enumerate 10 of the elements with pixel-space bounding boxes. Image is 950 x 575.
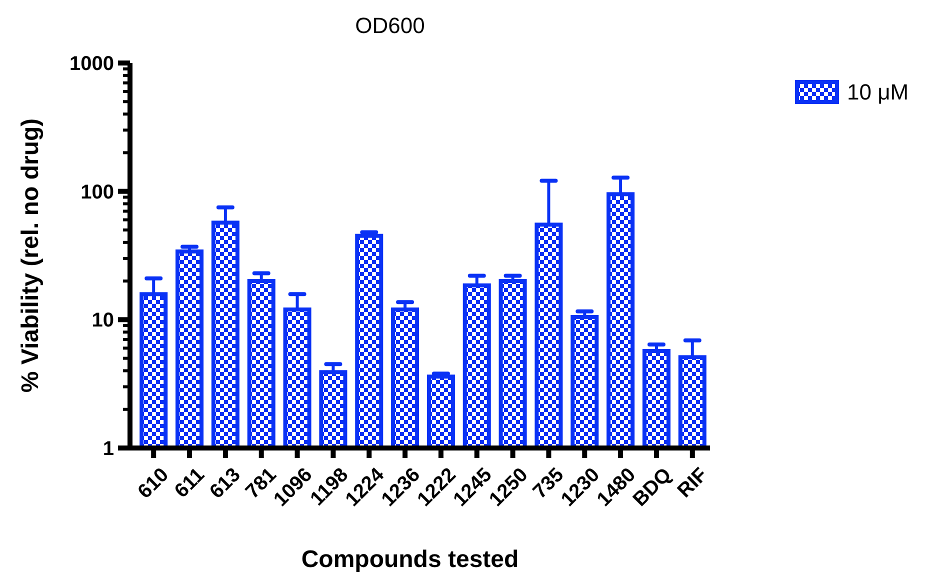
chart-title: OD600 [355, 13, 425, 38]
y-tick-label: 10 [92, 310, 114, 332]
y-tick-label: 100 [80, 181, 114, 204]
legend-label: 10 μM [847, 80, 909, 105]
x-tick-label: 610 [134, 464, 174, 504]
y-tick-label: 1000 [70, 53, 114, 75]
y-axis-title: % Viability (rel. no drug) [17, 118, 44, 393]
x-axis-title: Compounds tested [301, 546, 519, 573]
y-tick-label: 1 [102, 438, 114, 460]
x-tick-label: RIF [673, 464, 712, 502]
